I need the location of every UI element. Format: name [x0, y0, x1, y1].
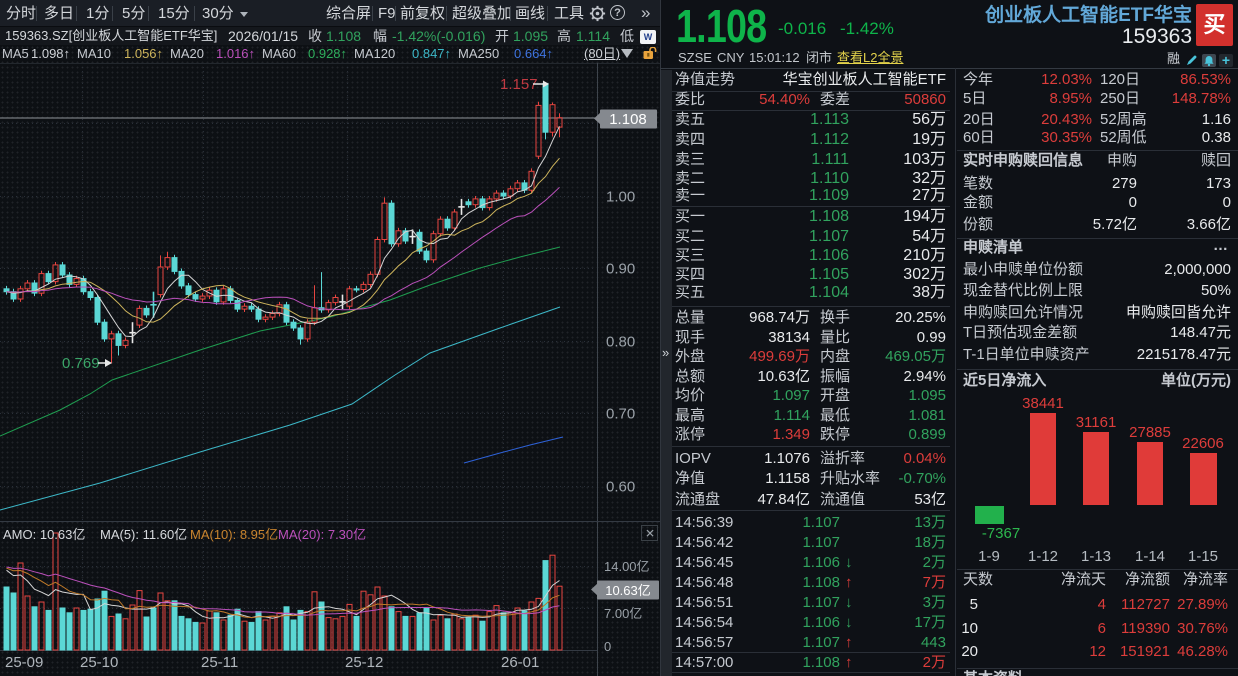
svg-text:25-12: 25-12 — [345, 654, 383, 671]
svg-text:0.70: 0.70 — [606, 406, 635, 423]
svg-text:25-09: 25-09 — [5, 654, 43, 671]
svg-text:MA(20): 7.30亿: MA(20): 7.30亿 — [278, 527, 366, 542]
svg-text:✕: ✕ — [645, 527, 655, 541]
svg-text:0: 0 — [604, 639, 611, 654]
svg-text:MA(5): 11.60亿: MA(5): 11.60亿 — [100, 527, 187, 542]
svg-text:1.157: 1.157 — [500, 76, 538, 93]
svg-text:0.90: 0.90 — [606, 261, 635, 278]
svg-text:MA(10): 8.95亿: MA(10): 8.95亿 — [190, 527, 278, 542]
svg-text:1.108: 1.108 — [609, 111, 647, 128]
svg-text:AMO: 10.63亿: AMO: 10.63亿 — [3, 527, 85, 542]
svg-text:0.769: 0.769 — [62, 355, 100, 372]
svg-text:1.00: 1.00 — [606, 189, 635, 206]
svg-text:25-11: 25-11 — [201, 654, 238, 671]
svg-text:0.60: 0.60 — [606, 479, 635, 496]
svg-text:10.63亿: 10.63亿 — [605, 583, 651, 598]
svg-text:0.80: 0.80 — [606, 334, 635, 351]
svg-text:14.00亿: 14.00亿 — [604, 559, 650, 574]
svg-text:25-10: 25-10 — [80, 654, 118, 671]
svg-text:26-01: 26-01 — [501, 654, 539, 671]
svg-text:7.00亿: 7.00亿 — [604, 606, 642, 621]
